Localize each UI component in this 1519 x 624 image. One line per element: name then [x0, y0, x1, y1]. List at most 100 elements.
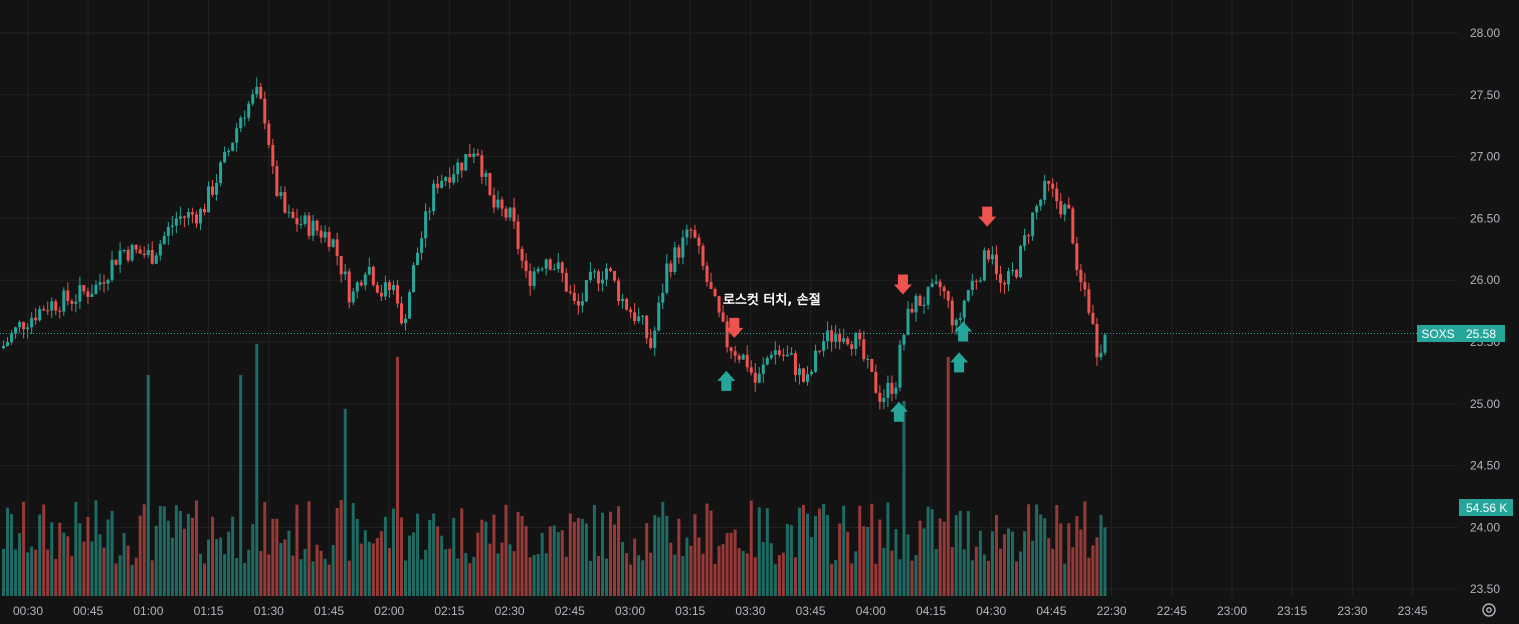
candle-body [665, 263, 669, 293]
candle-body [1011, 269, 1015, 272]
buy-arrow-icon [950, 352, 969, 373]
volume-bar [986, 560, 990, 596]
candle-body [1002, 282, 1006, 285]
candle [46, 301, 50, 316]
candle-body [629, 309, 633, 313]
candle [251, 89, 255, 106]
candle [472, 148, 476, 164]
candle [661, 283, 665, 310]
candle-body [520, 248, 524, 261]
volume-bar [66, 536, 70, 596]
candle [86, 287, 90, 304]
candle [500, 196, 504, 217]
candle-body [279, 192, 283, 196]
volume-bar [122, 533, 126, 596]
volume-bar [528, 557, 532, 596]
settings-icon[interactable] [1482, 603, 1496, 617]
candle-body [420, 238, 424, 253]
volume-bar [548, 526, 552, 596]
candle [922, 296, 926, 314]
candle-body [158, 243, 162, 256]
candle-body [613, 270, 617, 281]
candle [544, 258, 548, 276]
candle-body [990, 254, 994, 260]
candle-body [94, 284, 98, 294]
annotation-text: 로스컷 터치, 손절 [723, 292, 821, 308]
candle [283, 186, 287, 214]
candle-body [50, 301, 54, 311]
candle [862, 331, 866, 362]
volume-bar [219, 537, 223, 596]
volume-bar [584, 523, 588, 596]
candle-body [769, 354, 773, 359]
candle-body [801, 368, 805, 382]
candle [110, 251, 114, 283]
candle [315, 219, 319, 236]
candle [745, 345, 749, 372]
candle-body [424, 211, 428, 239]
volume-bar [1015, 561, 1019, 596]
candle [10, 329, 14, 345]
candle-body [468, 154, 472, 158]
candle-body [30, 317, 34, 328]
candle [371, 265, 375, 287]
x-tick-label: 23:45 [1398, 604, 1428, 618]
candle-body [211, 186, 215, 195]
candle [560, 260, 564, 282]
volume-bar [243, 562, 247, 596]
candle-body [339, 255, 343, 275]
candle [375, 281, 379, 294]
volume-bar [1083, 501, 1087, 596]
volume-bar [1007, 528, 1010, 596]
candle [966, 289, 970, 303]
candle [801, 367, 805, 383]
volume-bar [870, 503, 874, 596]
volume-bar [934, 549, 938, 596]
candle [279, 186, 283, 200]
x-tick-label: 03:00 [615, 604, 645, 618]
volume-bar [468, 563, 472, 596]
candle [118, 242, 122, 274]
x-tick-label: 03:15 [675, 604, 705, 618]
volume-bar [283, 539, 287, 596]
candle-body [858, 332, 862, 340]
candle-body [826, 330, 830, 342]
candle-body [504, 208, 508, 218]
candle-body [592, 271, 596, 273]
candle-body [259, 86, 263, 99]
volume-bar [890, 550, 894, 596]
volume-bar [323, 558, 327, 596]
volume-bar [769, 543, 773, 596]
candle-body [436, 183, 440, 188]
volume-bar [190, 517, 194, 596]
volume-bar [990, 531, 994, 596]
candle [633, 302, 637, 325]
candle-body [1015, 269, 1019, 278]
candle-body [367, 266, 371, 275]
last-volume-label: 54.56 K [1466, 501, 1507, 515]
sell-arrow-icon [725, 317, 744, 338]
candle-body [452, 174, 456, 183]
candle-body [793, 353, 797, 376]
candle-body [830, 330, 834, 342]
candle-body [399, 303, 403, 324]
candle-body [1087, 289, 1091, 313]
candle-body [311, 220, 315, 236]
candle [1043, 174, 1047, 205]
volume-bar [399, 517, 403, 596]
candle [689, 227, 693, 239]
volume-bar [1039, 514, 1043, 596]
volume-bar [657, 517, 661, 596]
candle [243, 110, 247, 127]
candle-body [962, 300, 966, 318]
candle [223, 146, 227, 164]
candle [954, 317, 958, 335]
y-tick-label: 27.00 [1470, 150, 1500, 164]
candle [580, 292, 584, 313]
signals [717, 206, 997, 422]
candle [914, 293, 918, 322]
candle [729, 346, 733, 359]
volume-bar [950, 547, 954, 596]
volume-bar [355, 518, 359, 596]
